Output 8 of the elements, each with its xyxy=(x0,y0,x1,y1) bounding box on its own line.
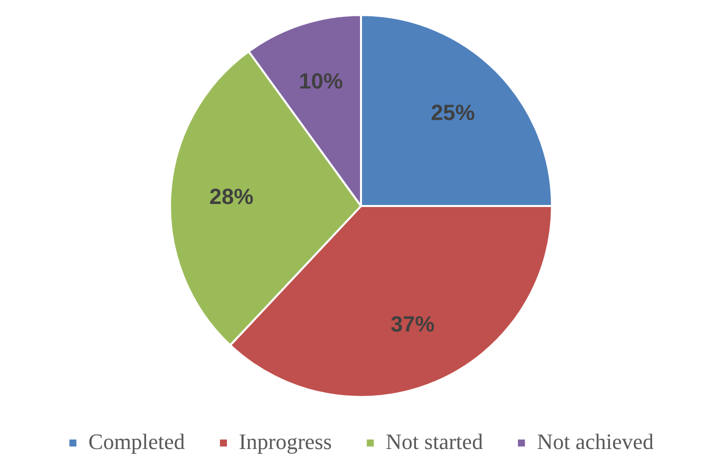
legend-label: Not started xyxy=(386,428,483,454)
data-label: 28% xyxy=(209,184,254,209)
data-label: 25% xyxy=(430,100,475,126)
legend-label: Completed xyxy=(88,428,185,454)
data-label: 37% xyxy=(390,311,435,336)
legend-label: Inprogress xyxy=(238,428,332,454)
data-label: 10% xyxy=(298,68,343,94)
legend-label: Not achieved xyxy=(536,428,654,454)
